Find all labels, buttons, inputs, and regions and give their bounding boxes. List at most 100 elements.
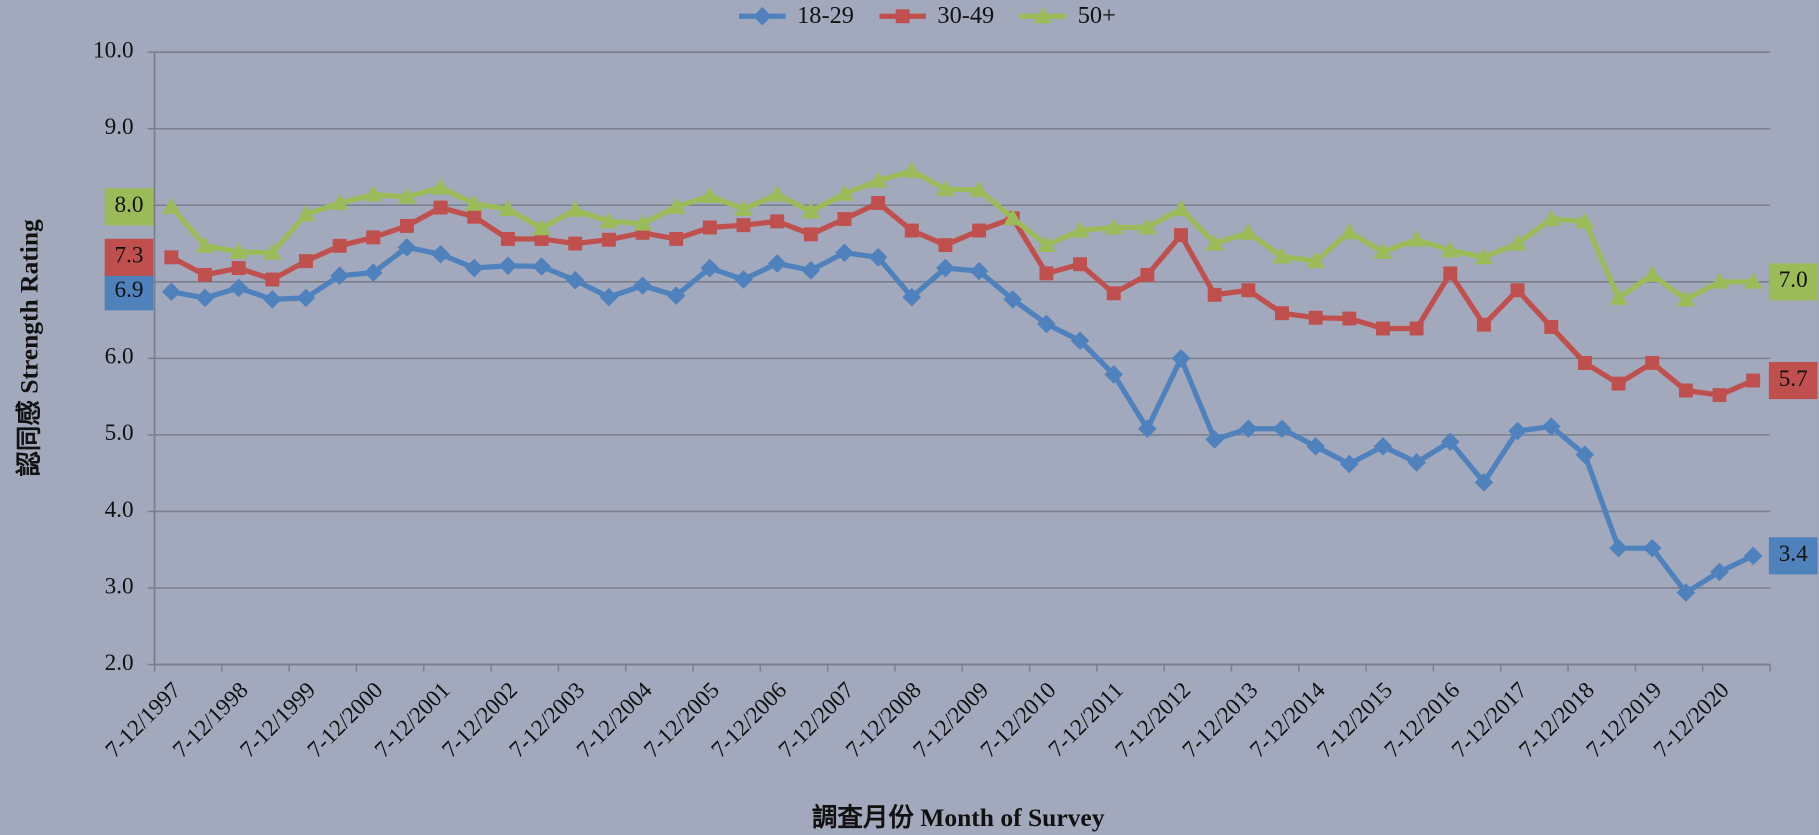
- marker: [1510, 283, 1525, 298]
- marker: [972, 223, 987, 238]
- y-axis-title: 認同感 Strength Rating: [14, 219, 43, 477]
- marker: [500, 231, 515, 246]
- marker: [330, 266, 349, 285]
- marker: [1171, 199, 1191, 217]
- marker: [296, 205, 316, 222]
- marker: [1508, 421, 1527, 441]
- marker: [1710, 272, 1729, 289]
- marker: [296, 288, 316, 308]
- legend: 18-29 30-49 50+: [739, 2, 1116, 29]
- marker: [904, 223, 919, 238]
- marker: [1409, 321, 1424, 336]
- marker: [936, 179, 955, 197]
- marker: [195, 236, 215, 253]
- marker: [1070, 221, 1090, 238]
- marker: [1474, 473, 1494, 492]
- marker: [902, 287, 922, 307]
- x-axis-title: 調査月份 Month of Survey: [812, 803, 1105, 832]
- marker: [330, 193, 349, 210]
- marker: [364, 263, 383, 282]
- marker: [1443, 266, 1458, 281]
- marker: [332, 238, 347, 253]
- marker: [1575, 445, 1595, 465]
- marker: [1239, 419, 1258, 439]
- marker: [1003, 290, 1023, 309]
- marker: [1743, 272, 1763, 289]
- marker: [1474, 248, 1494, 265]
- marker: [1308, 310, 1323, 325]
- marker: [1541, 209, 1561, 227]
- marker: [938, 238, 953, 253]
- marker: [397, 187, 417, 204]
- data-label: 3.4: [1779, 541, 1808, 567]
- marker: [1037, 314, 1056, 334]
- marker: [1241, 283, 1256, 298]
- marker: [1441, 432, 1460, 452]
- data-label: 5.7: [1779, 366, 1808, 392]
- marker: [498, 256, 518, 276]
- marker: [1104, 365, 1123, 384]
- data-label-box: [104, 238, 154, 276]
- marker: [231, 261, 246, 275]
- marker: [1272, 419, 1292, 439]
- marker: [1712, 388, 1727, 403]
- marker: [1306, 251, 1325, 269]
- marker: [1373, 242, 1393, 259]
- data-label: 6.9: [115, 277, 144, 303]
- marker: [162, 197, 181, 214]
- marker: [767, 254, 787, 273]
- marker: [868, 171, 888, 188]
- marker: [1039, 266, 1054, 281]
- marker: [265, 272, 280, 287]
- marker: [1476, 317, 1491, 332]
- data-label-box: [1768, 361, 1818, 400]
- marker: [1272, 247, 1292, 264]
- marker: [1140, 267, 1155, 282]
- marker: [1508, 234, 1527, 251]
- marker: [835, 184, 854, 201]
- y-tick-label: 5.0: [105, 420, 134, 446]
- marker: [868, 248, 888, 267]
- data-label: 8.0: [115, 192, 144, 218]
- marker: [1171, 349, 1191, 368]
- marker: [770, 214, 785, 229]
- data-label: 7.0: [1779, 267, 1808, 293]
- y-tick-label: 10.0: [93, 38, 134, 64]
- marker: [263, 243, 282, 260]
- marker: [702, 220, 717, 235]
- marker: [433, 200, 448, 215]
- marker: [1174, 228, 1188, 243]
- marker: [936, 258, 955, 278]
- marker: [734, 199, 753, 217]
- marker: [1609, 288, 1628, 305]
- marker: [467, 209, 482, 224]
- marker: [1003, 209, 1023, 226]
- marker: [532, 218, 551, 236]
- y-tick-label: 3.0: [105, 573, 134, 599]
- legend-marker: [895, 9, 910, 24]
- legend-label: 18-29: [797, 2, 854, 29]
- marker: [498, 199, 518, 217]
- marker: [1611, 376, 1626, 391]
- marker: [633, 276, 652, 295]
- marker: [1676, 583, 1696, 602]
- marker: [1441, 241, 1460, 258]
- marker: [700, 186, 720, 204]
- marker: [229, 278, 248, 298]
- marker: [1642, 265, 1662, 282]
- y-tick-label: 4.0: [105, 497, 134, 523]
- marker: [431, 178, 450, 195]
- legend-marker: [753, 6, 772, 26]
- marker: [1205, 234, 1224, 251]
- marker: [1275, 306, 1289, 321]
- data-label: 7.3: [115, 243, 144, 269]
- marker: [1376, 321, 1390, 336]
- marker: [1575, 212, 1595, 229]
- marker: [397, 238, 417, 257]
- marker: [601, 232, 616, 247]
- marker: [1407, 230, 1426, 247]
- marker: [1645, 355, 1660, 370]
- marker: [164, 250, 179, 265]
- marker: [666, 197, 686, 214]
